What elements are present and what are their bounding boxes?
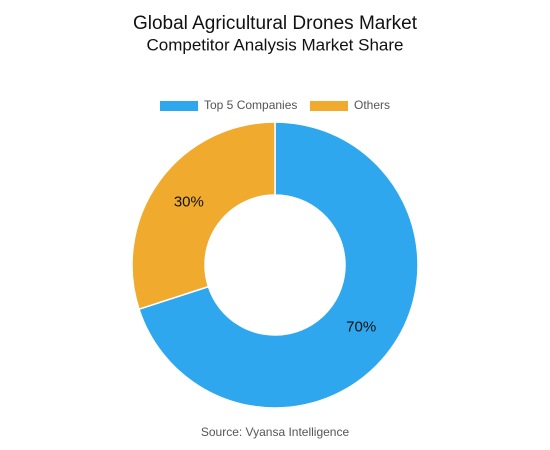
- chart-subtitle: Competitor Analysis Market Share: [147, 35, 404, 54]
- legend-swatch: [160, 101, 198, 111]
- slice: [138, 121, 419, 409]
- legend-label: Others: [354, 98, 390, 112]
- chart-title: Global Agricultural Drones Market: [133, 13, 418, 34]
- source: Source: Vyansa Intelligence: [201, 425, 350, 439]
- value-label: 30%: [174, 193, 204, 210]
- value-label: 70%: [346, 319, 376, 336]
- legend-swatch: [310, 101, 348, 111]
- slice: [131, 121, 276, 311]
- legend-label: Top 5 Companies: [204, 98, 297, 112]
